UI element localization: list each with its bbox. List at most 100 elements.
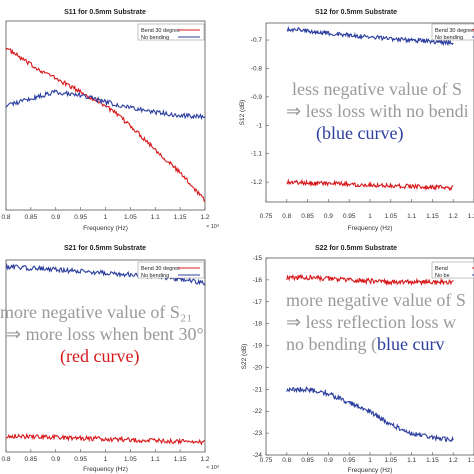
legend-entry: Bend (435, 266, 448, 272)
chart-title: S12 for 0.5mm Substrate (315, 9, 397, 16)
annotation-line: (red curve) (60, 346, 139, 367)
chart-panel-4: S22 for 0.5mm Substrate 0.75 0.8 0.85 0.9 0.9… (241, 245, 474, 474)
x-tick-label: 1.25 (468, 213, 474, 220)
x-tick-label: 1.1 (151, 456, 160, 463)
y-tick-label: -20 (253, 364, 263, 371)
x-axis-label: Frequency (Hz) (83, 466, 128, 473)
y-tick-label: -15 (253, 255, 263, 262)
y-tick-label: -22 (253, 408, 263, 415)
legend-entry: No be (435, 273, 450, 279)
x-axis-label: Frequency (Hz) (83, 225, 128, 232)
plot-area (265, 22, 474, 203)
x-tick-label: 0.85 (301, 457, 314, 464)
annotation-line: ⇒ less reflection loss w (286, 312, 456, 332)
y-tick-label: -16 (253, 277, 263, 284)
y-tick-label: -0.7 (251, 37, 263, 44)
legend-entry: Bend 30 degree (435, 28, 474, 34)
x-tick-label: 0.75 (260, 457, 273, 464)
x-tick-label: 0.95 (343, 457, 356, 464)
annotation-line: ⇒ less loss with no bendi (286, 101, 469, 121)
chart-panel-2: S12 for 0.5mm Substrate 0.75 0.8 0.85 0.9 0.9… (239, 9, 474, 232)
x-tick-label: 1.1 (151, 214, 160, 221)
chart-title: S11 for 0.5mm Substrate (64, 9, 146, 16)
y-tick-label: -19 (253, 343, 263, 350)
x-tick-label: 1 (368, 213, 372, 220)
plot-area (5, 20, 206, 211)
x-tick-label: 1.2 (449, 213, 458, 220)
x-tick-label: 1.05 (124, 214, 137, 221)
series-line-no-be (286, 386, 454, 442)
x-tick-label: 1.2 (200, 456, 209, 463)
legend-entry: Bend 30 degree (141, 28, 180, 34)
x-tick-label: 1.15 (426, 457, 439, 464)
series-line-no-bending (6, 263, 205, 286)
x-tick-label: 0.8 (282, 213, 291, 220)
legend-entry: Bend 30 degree (141, 266, 180, 272)
x-axis-label: Frequency (Hz) (348, 467, 393, 474)
x-tick-label: 0.8 (1, 456, 10, 463)
chart-title: S21 for 0.5mm Substrate (64, 245, 146, 252)
y-tick-label: -18 (253, 321, 263, 328)
annotation-line: less negative value of S (292, 79, 462, 99)
series-line-bend (286, 273, 454, 287)
x-tick-label: 0.8 (282, 457, 291, 464)
y-tick-label: -1.1 (251, 151, 263, 158)
x-tick-label: 1 (104, 456, 108, 463)
legend-entry: No bending (435, 35, 463, 41)
y-tick-label: -24 (253, 452, 263, 459)
series-line-bend-30-degree (286, 178, 454, 191)
y-tick-label: -21 (253, 386, 263, 393)
x-tick-label: 1.05 (384, 213, 397, 220)
annotation-line: no bending (blue curv (286, 334, 444, 355)
x-axis-label: Frequency (Hz) (348, 225, 393, 232)
x-exponent-label: × 10⁹ (206, 223, 219, 230)
x-tick-label: 1.1 (407, 457, 416, 464)
y-tick-label: -17 (253, 299, 263, 306)
x-tick-label: 0.85 (301, 213, 314, 220)
x-tick-label: 1.2 (200, 214, 209, 221)
annotation-line: more negative value of S₂₁ (0, 302, 193, 322)
annotation-line: more negative value of S (286, 290, 466, 310)
y-tick-label: -1.2 (251, 179, 263, 186)
y-tick-label: -1 (256, 122, 262, 129)
series-line-bend-30-degree (6, 47, 205, 203)
x-tick-label: 0.95 (343, 213, 356, 220)
x-tick-label: 0.9 (51, 214, 60, 221)
x-tick-label: 0.85 (25, 456, 38, 463)
x-tick-label: 0.85 (25, 214, 38, 221)
legend-entry: No bending (141, 35, 169, 41)
legend-box (431, 23, 474, 41)
chart-title: S22 for 0.5mm Substrate (315, 245, 397, 252)
series-line-bend-30-degree (6, 432, 205, 446)
x-tick-label: 0.95 (74, 456, 87, 463)
legend-box (137, 261, 205, 279)
legend-entry: No bending (141, 273, 169, 279)
chart-panel-3: S21 for 0.5mm Substrate 0.8 0.85 0.9 0.95 1 1.… (0, 245, 219, 473)
annotation-line: ⇒ more loss when bent 30° (6, 324, 204, 344)
x-tick-label: 1.05 (384, 457, 397, 464)
x-tick-label: 0.9 (324, 457, 333, 464)
x-tick-label: 0.8 (1, 214, 10, 221)
y-tick-label: -0.8 (251, 65, 263, 72)
annotation-highlight: blue curv (377, 334, 444, 354)
legend-box (431, 261, 474, 279)
annotation-line: (blue curve) (316, 123, 403, 144)
y-tick-label: -23 (253, 430, 263, 437)
x-tick-label: 0.9 (51, 456, 60, 463)
plot-area (265, 257, 474, 456)
series-line-no-bending (6, 89, 205, 121)
x-tick-label: 1.15 (174, 214, 187, 221)
x-tick-label: 1 (368, 457, 372, 464)
x-tick-label: 0.95 (74, 214, 87, 221)
legend-box (137, 23, 205, 41)
x-tick-label: 1.1 (407, 213, 416, 220)
x-tick-label: 1.05 (124, 456, 137, 463)
y-axis-label: S12 (dB) (239, 100, 246, 126)
x-tick-label: 1.2 (449, 457, 458, 464)
x-tick-label: 0.75 (260, 213, 273, 220)
x-exponent-label: × 10⁹ (206, 464, 219, 471)
x-tick-label: 1.15 (174, 456, 187, 463)
